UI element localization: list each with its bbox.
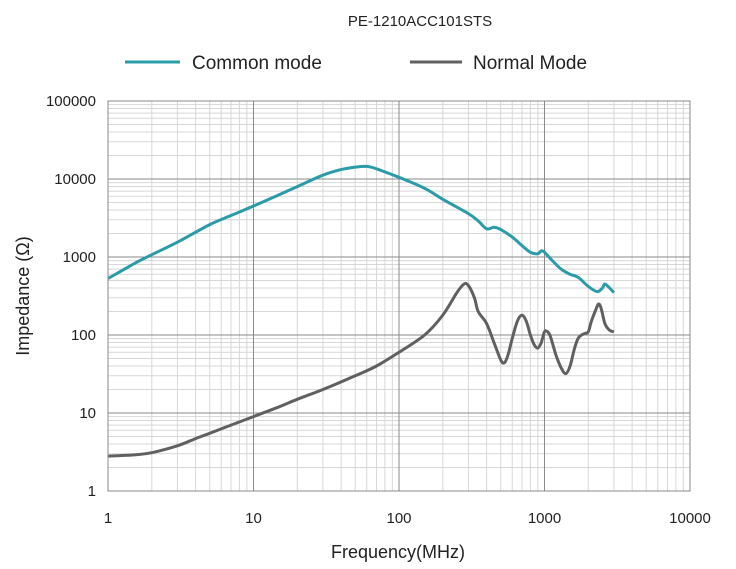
x-tick-label-1000: 1000: [528, 510, 561, 527]
plot-series: [107, 164, 616, 458]
normal-mode-line: [107, 281, 615, 458]
chart-title: PE-1210ACC101STS: [348, 13, 492, 30]
x-tick-label-1: 1: [104, 510, 112, 527]
x-tick-label-100: 100: [386, 510, 411, 527]
y-axis-label: Impedance (Ω): [13, 236, 33, 356]
y-tick-label-100: 100: [71, 327, 96, 344]
x-tick-labels: 1 10 100 1000 10000: [104, 510, 711, 527]
legend: Common mode Normal Mode: [125, 53, 587, 74]
y-tick-labels: 1 10 100 1000 10000 100000: [46, 93, 96, 500]
x-axis-label: Frequency(MHz): [331, 542, 465, 562]
y-tick-label-10000: 10000: [54, 171, 96, 188]
y-tick-label-1000: 1000: [63, 249, 96, 266]
legend-label-normal-mode: Normal Mode: [473, 53, 587, 74]
x-tick-label-10000: 10000: [669, 510, 711, 527]
y-tick-label-10: 10: [79, 405, 96, 422]
legend-label-common-mode: Common mode: [192, 53, 322, 74]
y-tick-label-1: 1: [88, 483, 96, 500]
x-tick-label-10: 10: [245, 510, 262, 527]
grid: [107, 100, 691, 492]
common-mode-line: [107, 164, 616, 294]
plot-frame: [107, 100, 691, 492]
y-tick-label-100000: 100000: [46, 93, 96, 110]
